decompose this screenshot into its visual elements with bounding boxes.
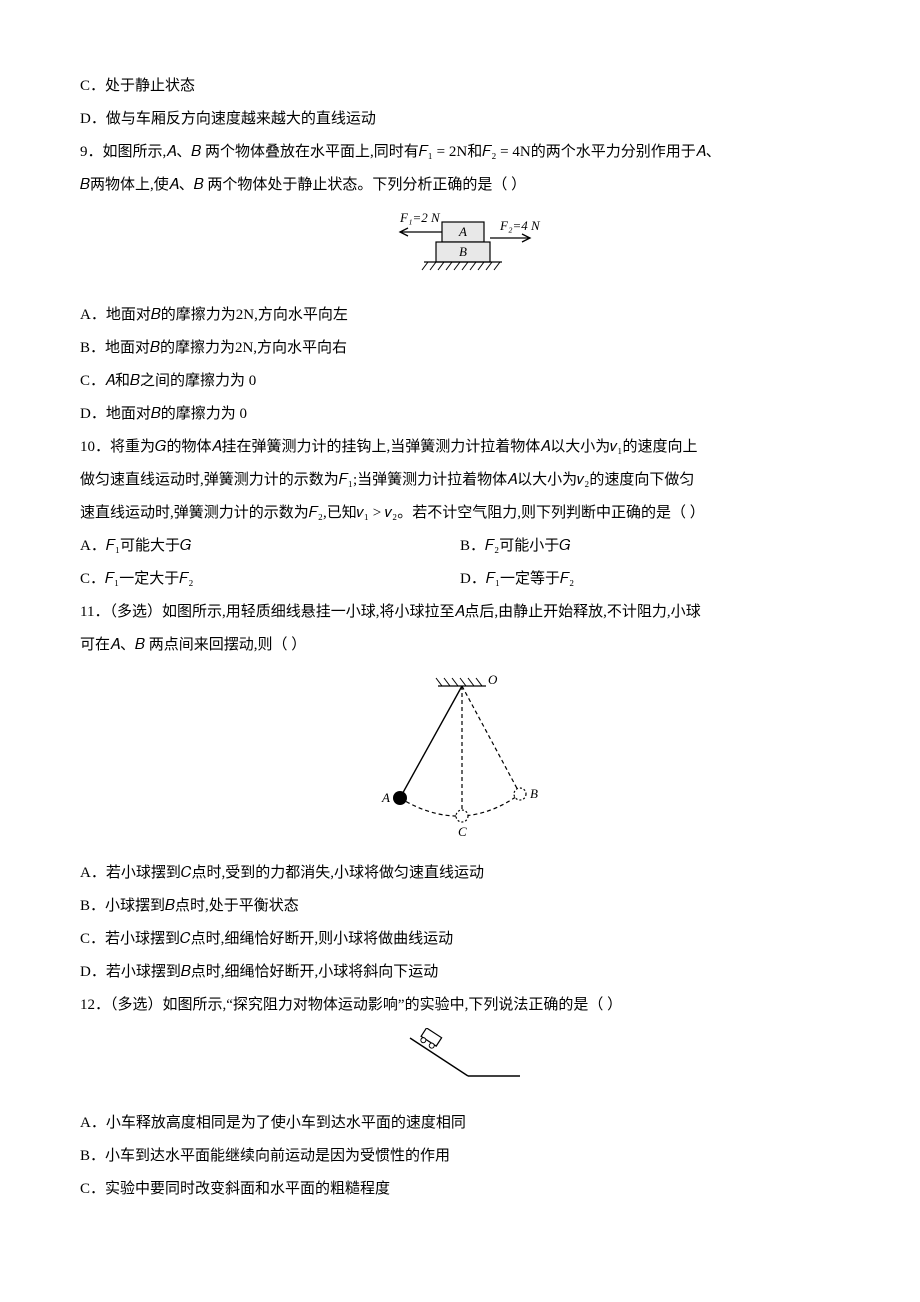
q12-figure xyxy=(80,1028,840,1101)
q9-opt-c: C．𝐴和𝐵之间的摩擦力为 0 xyxy=(80,365,840,398)
q11-opt-c: C．若小球摆到𝐶点时,细绳恰好断开,则小球将做曲线运动 xyxy=(80,923,840,956)
q11-figure: O A C B xyxy=(80,668,840,851)
q11-opt-d: D．若小球摆到𝐵点时,细绳恰好断开,小球将斜向下运动 xyxy=(80,956,840,989)
q9-figure: F₁=2 N A B F₂=4 N xyxy=(80,208,840,293)
q8-opt-c: C．处于静止状态 xyxy=(80,70,840,103)
q8-opt-d: D．做与车厢反方向速度越来越大的直线运动 xyxy=(80,103,840,136)
q10-opt-d: D．𝐹₁一定等于𝐹₂ xyxy=(460,563,840,596)
q9-f1-label: F₁=2 N xyxy=(399,210,441,225)
q11-b-label: B xyxy=(530,786,538,801)
q11-a-label: A xyxy=(381,790,390,805)
q10-opt-c: C．𝐹₁一定大于𝐹₂ xyxy=(80,563,460,596)
q11-c-label: C xyxy=(458,824,467,838)
q9-box-a-label: A xyxy=(458,224,467,239)
q9-box-b-label: B xyxy=(459,244,467,259)
q11-stem-1: 11．（多选）如图所示,用轻质细线悬挂一小球,将小球拉至𝐴点后,由静止开始释放,… xyxy=(80,596,840,629)
q10-opt-b: B．𝐹₂可能小于𝐺 xyxy=(460,530,840,563)
q10-stem-1: 10．将重为𝐺的物体𝐴挂在弹簧测力计的挂钩上,当弹簧测力计拉着物体𝐴以大小为𝑣₁… xyxy=(80,431,840,464)
q12-opt-c: C．实验中要同时改变斜面和水平面的粗糙程度 xyxy=(80,1173,840,1206)
q10-opt-a: A．𝐹₁可能大于𝐺 xyxy=(80,530,460,563)
q9-stem-1: 9．如图所示,𝐴、𝐵 两个物体叠放在水平面上,同时有𝐹₁ = 2N和𝐹₂ = 4… xyxy=(80,136,840,169)
q11-opt-a: A．若小球摆到𝐶点时,受到的力都消失,小球将做匀速直线运动 xyxy=(80,857,840,890)
q9-opt-a: A．地面对𝐵的摩擦力为2N,方向水平向左 xyxy=(80,299,840,332)
q10-stem-3: 速直线运动时,弹簧测力计的示数为𝐹₂,已知𝑣₁ > 𝑣₂。若不计空气阻力,则下列… xyxy=(80,497,840,530)
q12-opt-a: A．小车释放高度相同是为了使小车到达水平面的速度相同 xyxy=(80,1107,840,1140)
q9-opt-d: D．地面对𝐵的摩擦力为 0 xyxy=(80,398,840,431)
q11-o-label: O xyxy=(488,672,498,687)
q9-stem-2: 𝐵两物体上,使𝐴、𝐵 两个物体处于静止状态。下列分析正确的是（ ） xyxy=(80,169,840,202)
q12-stem: 12．（多选）如图所示,“探究阻力对物体运动影响”的实验中,下列说法正确的是（ … xyxy=(80,989,840,1022)
q10-stem-2: 做匀速直线运动时,弹簧测力计的示数为𝐹₁;当弹簧测力计拉着物体𝐴以大小为𝑣₂的速… xyxy=(80,464,840,497)
q12-opt-b: B．小车到达水平面能继续向前运动是因为受惯性的作用 xyxy=(80,1140,840,1173)
q11-opt-b: B．小球摆到𝐵点时,处于平衡状态 xyxy=(80,890,840,923)
q9-f2-label: F₂=4 N xyxy=(499,218,541,233)
q9-opt-b: B．地面对𝐵的摩擦力为2N,方向水平向右 xyxy=(80,332,840,365)
q11-stem-2: 可在𝐴、𝐵 两点间来回摆动,则（ ） xyxy=(80,629,840,662)
